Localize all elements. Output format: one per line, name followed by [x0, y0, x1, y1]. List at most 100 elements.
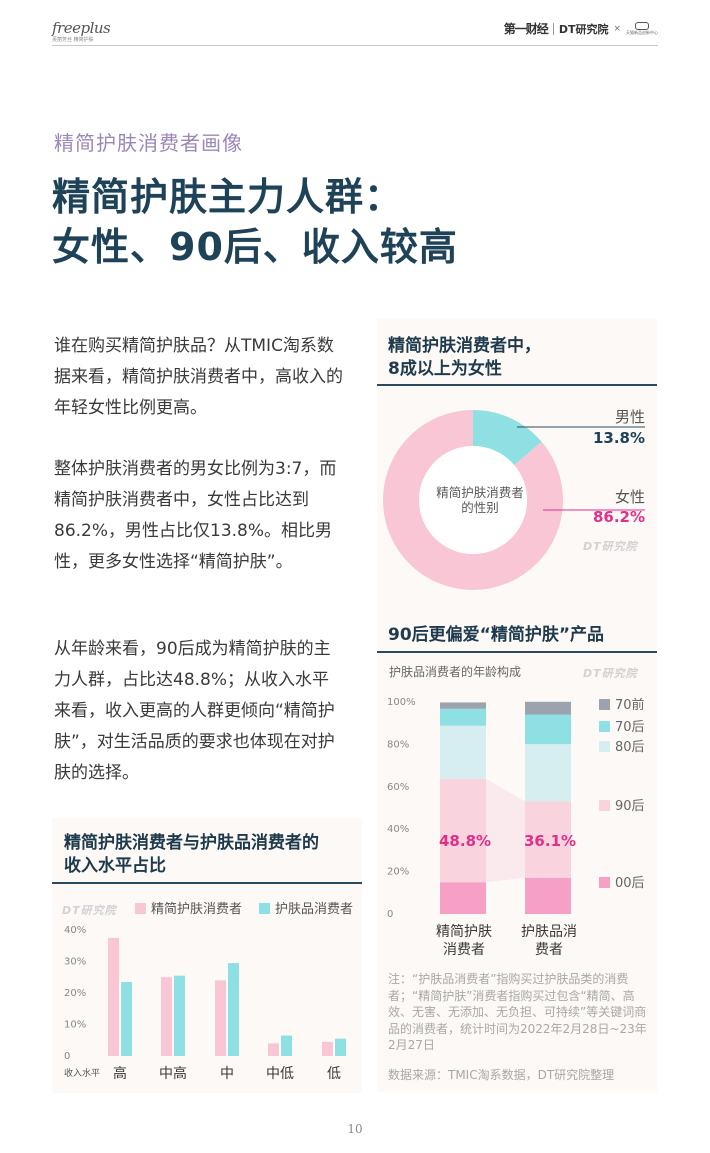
age-legend-70前: 70前 [615, 697, 645, 713]
male-label: 男性 [614, 408, 645, 426]
page-header: freeplus 芙丽芳丝 精简护肤 第一财经 DT研究院 × 天猫新品创新中心 [52, 16, 658, 46]
income-panel-title: 精简护肤消费者与护肤品消费者的 收入水平占比 [64, 832, 319, 878]
income-chart-panel [52, 818, 362, 1093]
gender-panel-title-line1: 精简护肤消费者中， [388, 336, 541, 356]
income-bar-中低-1 [268, 1043, 279, 1056]
female-value: 86.2% [592, 508, 645, 526]
age-90s-connector [486, 778, 525, 883]
income-legend-swatch-1 [135, 903, 146, 914]
gender-panel-rule [377, 384, 657, 386]
donut-slice-女性 [383, 410, 563, 590]
age-category-label-2: 护肤品消费者 [521, 924, 577, 958]
age-legend-swatch-00后 [599, 877, 610, 888]
age-stacked-bar-chart: 0 20% 40% 60% 80% 100% 70前 70后 80后 90后 00后 [387, 697, 645, 920]
age-category-label-1: 精简护肤消费者 [436, 924, 492, 958]
income-category-中高: 中高 [159, 1065, 187, 1082]
tmic-icon [635, 21, 649, 30]
income-category-中低: 中低 [266, 1066, 294, 1082]
freeplus-logo-text: freeplus [52, 19, 111, 37]
income-bar-中高-1 [161, 977, 172, 1056]
gender-watermark: DT研究院 [583, 540, 638, 553]
age-panel-rule [377, 651, 657, 653]
dt-logo: DT研究院 [558, 22, 609, 36]
gender-panel-title-line2: 8成以上为女性 [388, 359, 502, 379]
page-number: 10 [347, 1122, 363, 1136]
income-category-中: 中 [220, 1066, 234, 1082]
age-ytick: 0 [387, 909, 393, 920]
gender-donut-center-label: 精简护肤消费者 的性别 [412, 485, 548, 515]
age-bar-2-70前 [525, 701, 571, 715]
income-category-高: 高 [113, 1065, 127, 1082]
income-bar-高-2 [121, 981, 132, 1056]
age-bar-1-70前 [440, 702, 486, 709]
income-bar-中高-2 [174, 975, 185, 1056]
page-title: 精简护肤主力人群： 女性、90后、收入较高 [52, 172, 458, 272]
age-bar-1-70后 [440, 708, 486, 726]
income-panel-title-line2: 收入水平占比 [64, 856, 166, 876]
income-bar-中-1 [215, 980, 226, 1056]
age-chart-subtitle: 护肤品消费者的年龄构成 [389, 665, 522, 679]
age-bar-1-00后 [440, 882, 486, 914]
income-category-低: 低 [327, 1066, 341, 1082]
income-ytick: 20% [64, 988, 86, 999]
age-legend-swatch-70前 [599, 699, 610, 710]
partner-logos: 第一财经 DT研究院 × 天猫新品创新中心 [504, 20, 658, 37]
age-legend-swatch-80后 [599, 741, 610, 752]
income-bar-低-1 [322, 1041, 333, 1056]
income-ytick: 40% [64, 925, 86, 936]
age-legend-00后: 00后 [615, 876, 645, 891]
age-ytick: 100% [387, 697, 416, 708]
age-ytick: 80% [387, 739, 409, 750]
bar2-90s-label: 36.1% [524, 832, 577, 850]
income-bar-低-2 [335, 1038, 346, 1056]
income-panel-rule [52, 882, 362, 884]
tmic-logo: 天猫新品创新中心 [626, 21, 658, 36]
income-watermark: DT研究院 [62, 904, 117, 917]
gender-panel-title: 精简护肤消费者中， 8成以上为女性 [388, 335, 541, 381]
age-legend-swatch-90后 [599, 800, 610, 811]
income-bar-高-1 [108, 937, 119, 1056]
age-bar-2-70后 [525, 714, 571, 745]
bar1-90s-label: 48.8% [439, 832, 492, 850]
page-title-line2: 女性、90后、收入较高 [52, 225, 458, 269]
section-kicker: 精简护肤消费者画像 [54, 131, 243, 155]
income-ytick: 30% [64, 957, 86, 968]
gender-donut-center-line1: 精简护肤消费者 [436, 485, 524, 500]
body-paragraph-3: 从年龄来看，90后成为精简护肤的主力人群，占比达48.8%；从收入水平来看，收入… [54, 639, 335, 783]
income-bar-chart: 精简护肤消费者 护肤品消费者 0 10% 20% 30% 40% 高 中高 中 中低 低 收入水平 [64, 901, 353, 1082]
body-paragraph-2: 整体护肤消费者的男女比例为3:7，而精简护肤消费者中，女性占比达到86.2%，男… [54, 459, 337, 572]
logo-divider [552, 22, 554, 35]
age-watermark: DT研究院 [583, 667, 638, 680]
age-bar-1-90后 [440, 778, 486, 883]
donut-hole [419, 446, 527, 554]
income-legend-1: 精简护肤消费者 [151, 901, 242, 917]
age-ytick: 60% [387, 782, 409, 793]
female-label: 女性 [614, 488, 645, 506]
income-legend-2: 护肤品消费者 [275, 902, 353, 917]
male-value: 13.8% [592, 429, 645, 447]
chart-note: 注：“护肤品消费者”指购买过护肤品类的消费者；“精简护肤”消费者指购买过包含“精… [388, 972, 647, 1052]
age-legend-80后: 80后 [615, 740, 645, 755]
gender-donut-chart [383, 410, 563, 590]
age-bar-1-80后 [440, 725, 486, 779]
data-source: 数据来源：TMIC淘系数据，DT研究院整理 [388, 1068, 615, 1082]
age-bar-2-80后 [525, 744, 571, 802]
income-ytick: 10% [64, 1020, 86, 1031]
age-bar-2-90后 [525, 801, 571, 878]
income-axis-title: 收入水平 [64, 1067, 100, 1079]
freeplus-logo: freeplus 芙丽芳丝 精简护肤 [52, 18, 111, 43]
collab-x: × [613, 23, 621, 34]
income-legend-swatch-2 [259, 903, 270, 914]
cbn-logo: 第一财经 [503, 22, 549, 36]
income-panel-title-line1: 精简护肤消费者与护肤品消费者的 [64, 833, 319, 853]
body-paragraph-1: 谁在购买精简护肤品？从TMIC淘系数据来看，精简护肤消费者中，高收入的年轻女性比… [54, 336, 343, 418]
income-bar-中-2 [228, 963, 239, 1056]
age-ytick: 20% [387, 867, 409, 878]
income-ytick: 0 [64, 1051, 70, 1062]
age-ytick: 40% [387, 824, 409, 835]
age-legend-70后: 70后 [615, 720, 645, 735]
income-bar-中低-2 [281, 1035, 292, 1056]
age-legend-swatch-70后 [599, 721, 610, 732]
donut-leader-lines [517, 426, 645, 511]
age-legend-90后: 90后 [615, 799, 645, 814]
